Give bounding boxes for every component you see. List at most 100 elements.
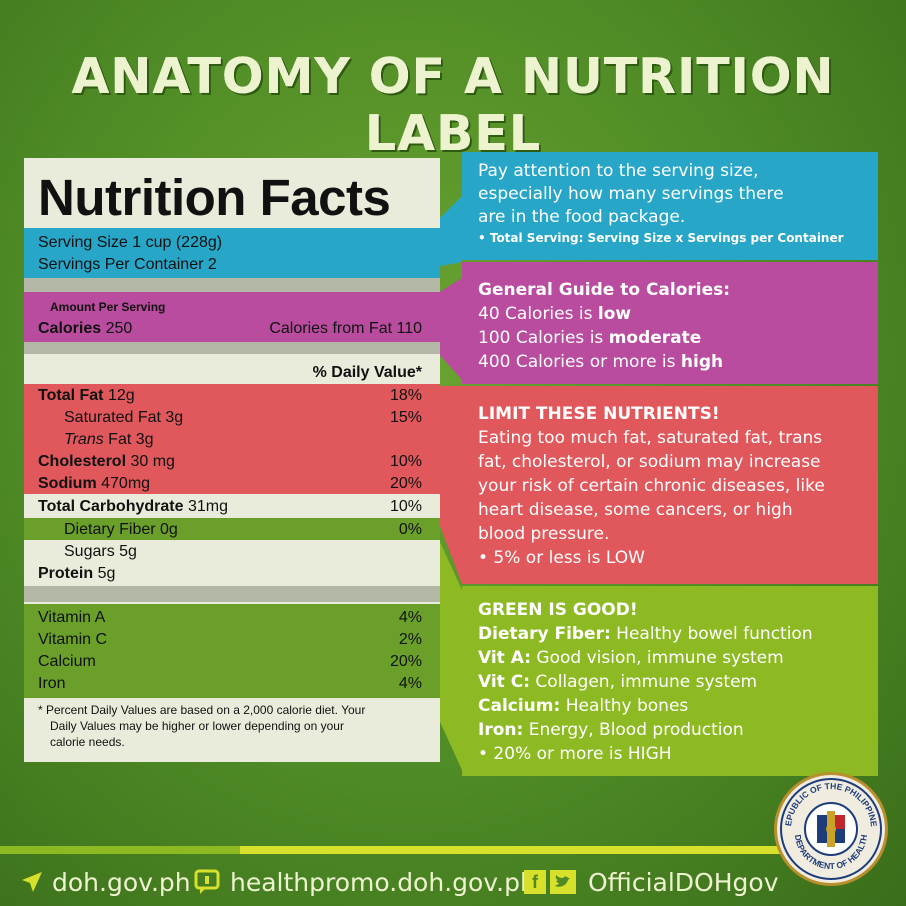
nutrition-facts-heading: Nutrition Facts xyxy=(38,169,391,226)
nutrient-name: Cholesterol xyxy=(38,453,127,470)
nutrient-amount: 12g xyxy=(107,387,135,404)
panel-note: • Total Serving: Serving Size x Servings… xyxy=(478,231,844,245)
page-title: ANATOMY OF A NUTRITION LABEL xyxy=(71,48,835,162)
cursor-icon xyxy=(22,872,42,892)
nutrient-name: Fat 3g xyxy=(103,431,154,448)
nutrient-name: Total Fat xyxy=(38,387,104,404)
text: Healthy bowel function xyxy=(610,624,813,644)
daily-value-label: % Daily Value* xyxy=(312,364,422,381)
nutrient-dv: 20% xyxy=(389,475,422,492)
nutrient-amount: 5g xyxy=(97,565,116,582)
text: moderate xyxy=(608,328,702,348)
panel-line: Dietary Fiber: Healthy bowel function xyxy=(478,622,813,646)
calories-value: 250 xyxy=(105,320,133,337)
healthpromo-link[interactable]: healthpromo.doh.gov.ph xyxy=(230,868,536,897)
nutrient-amount: 31mg xyxy=(187,498,228,515)
fiber-band xyxy=(24,518,440,540)
social-handle[interactable]: OfficialDOHgov xyxy=(588,868,779,897)
panel-heading: GREEN IS GOOD! xyxy=(478,600,638,620)
vitamin-name: Vitamin C xyxy=(38,631,108,648)
panel-line: 100 Calories is moderate xyxy=(478,326,730,350)
text: Dietary Fiber: xyxy=(478,624,611,644)
nutrient-name: Dietary Fiber 0g xyxy=(64,521,178,538)
vitamin-dv: 4% xyxy=(398,675,422,692)
green-panel: GREEN IS GOOD! Dietary Fiber: Healthy bo… xyxy=(462,586,878,776)
text: 100 Calories is xyxy=(478,328,609,348)
footnote-line: Daily Values may be higher or lower depe… xyxy=(50,719,344,733)
nutrition-label: Nutrition Facts Serving Size 1 cup (228g… xyxy=(24,158,440,762)
panel-line: 400 Calories or more is high xyxy=(478,350,730,374)
nutrient-name: Total Carbohydrate xyxy=(38,498,184,515)
vitamin-name: Vitamin A xyxy=(38,609,106,626)
sodium-row: Sodium 470mg 20% xyxy=(38,475,422,493)
calories-band xyxy=(24,292,440,342)
footnote-line: * Percent Daily Values are based on a 2,… xyxy=(38,703,366,717)
servings-per-container: Servings Per Container 2 xyxy=(38,256,217,273)
text: low xyxy=(597,304,632,324)
footnote-line: calorie needs. xyxy=(50,735,125,749)
twitter-bird-icon xyxy=(555,875,570,887)
department-of-health-seal: REPUBLIC OF THE PHILIPPINES DEPARTMENT O… xyxy=(774,767,888,886)
facebook-icon[interactable]: f xyxy=(524,870,546,894)
divider xyxy=(24,278,440,292)
vitamin-dv: 4% xyxy=(398,609,422,626)
vitamin-row: Calcium 20% xyxy=(38,653,422,671)
cholesterol-row: Cholesterol 30 mg 10% xyxy=(38,453,422,471)
nutrient-dv: 10% xyxy=(389,453,422,470)
text: 40 Calories is xyxy=(478,304,598,324)
vitamins-band xyxy=(24,604,440,698)
text: Calcium: xyxy=(478,696,561,716)
vitamin-row: Iron 4% xyxy=(38,675,422,693)
limit-band xyxy=(24,384,440,494)
panel-line: Iron: Energy, Blood production xyxy=(478,718,813,742)
nutrient-name: Trans xyxy=(64,431,104,448)
text: Healthy bones xyxy=(560,696,689,716)
nutrient-name: Sodium xyxy=(38,475,97,492)
nutrient-amount: 470mg xyxy=(101,475,151,492)
panel-line: Calcium: Healthy bones xyxy=(478,694,813,718)
nutrient-dv: 0% xyxy=(398,521,422,538)
text: Vit C: xyxy=(478,672,531,692)
serving-size: Serving Size 1 cup (228g) xyxy=(38,234,223,251)
panel-heading: LIMIT THESE NUTRIENTS! xyxy=(478,404,720,424)
calories-from-fat: Calories from Fat 110 xyxy=(269,320,422,337)
nutrient-dv: 10% xyxy=(389,498,422,515)
footer: doh.gov.ph healthpromo.doh.gov.ph f Offi… xyxy=(0,856,906,906)
footnote: * Percent Daily Values are based on a 2,… xyxy=(38,702,434,750)
calories-row: Calories 250 Calories from Fat 110 xyxy=(38,320,422,338)
vitamin-row: Vitamin A 4% xyxy=(38,609,422,627)
panel-heading: General Guide to Calories: xyxy=(478,280,731,300)
sugars-row: Sugars 5g xyxy=(38,543,422,561)
calories-panel: General Guide to Calories: 40 Calories i… xyxy=(462,262,878,384)
footer-stripe xyxy=(0,846,240,854)
amount-per-serving: Amount Per Serving xyxy=(50,300,166,314)
dietary-fiber-row: Dietary Fiber 0g 0% xyxy=(38,521,422,539)
calories-label: Calories xyxy=(38,320,102,337)
divider xyxy=(24,342,440,354)
panel-line: fat, cholesterol, or sodium may increase xyxy=(478,452,821,472)
panel-line: Vit A: Good vision, immune system xyxy=(478,646,813,670)
vitamin-dv: 20% xyxy=(389,653,422,670)
site-link[interactable]: doh.gov.ph xyxy=(52,868,191,897)
text: Collagen, immune system xyxy=(530,672,758,692)
panel-line: especially how many servings there xyxy=(478,184,784,204)
text: 400 Calories or more is xyxy=(478,352,681,372)
total-fat-row: Total Fat 12g 18% xyxy=(38,387,422,405)
panel-line: heart disease, some cancers, or high xyxy=(478,500,793,520)
serving-panel: Pay attention to the serving size, espec… xyxy=(462,152,878,260)
nutrient-dv: 15% xyxy=(389,409,422,426)
nutrient-dv: 18% xyxy=(389,387,422,404)
footer-stripe xyxy=(240,846,800,854)
panel-line: Vit C: Collagen, immune system xyxy=(478,670,813,694)
panel-line: Eating too much fat, saturated fat, tran… xyxy=(478,428,823,448)
divider xyxy=(24,586,440,602)
panel-note: • 20% or more is HIGH xyxy=(478,744,672,764)
twitter-icon[interactable] xyxy=(550,870,576,894)
protein-row: Protein 5g xyxy=(38,565,422,583)
panel-note: • 5% or less is LOW xyxy=(478,548,645,568)
vitamin-name: Calcium xyxy=(38,653,96,670)
panel-line: 40 Calories is low xyxy=(478,302,730,326)
total-carbohydrate-row: Total Carbohydrate 31mg 10% xyxy=(38,498,422,516)
limit-panel: LIMIT THESE NUTRIENTS! Eating too much f… xyxy=(462,386,878,584)
text: Iron: xyxy=(478,720,524,740)
